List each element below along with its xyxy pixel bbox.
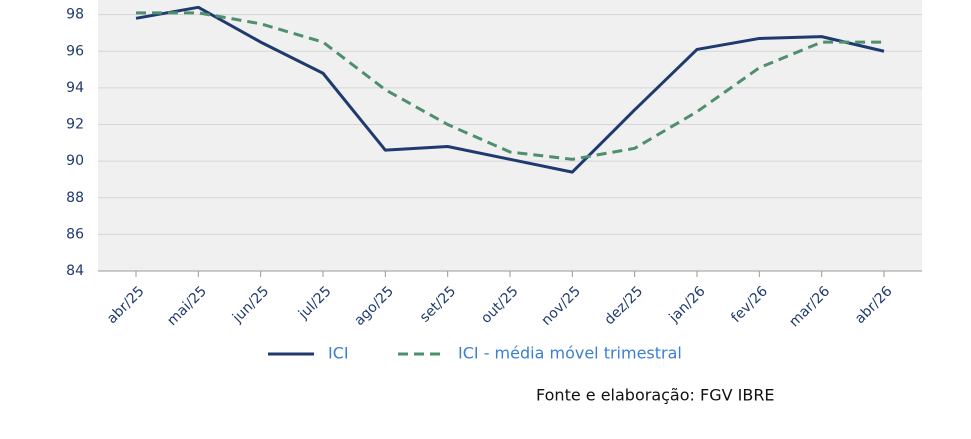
- x-tick-label: ago/25: [351, 283, 397, 329]
- series-line: [136, 11, 884, 161]
- y-tick-label: 94: [66, 80, 84, 96]
- x-tick-label: set/25: [417, 283, 459, 325]
- x-tick-label: fev/26: [728, 283, 771, 326]
- y-tick-label: 88: [66, 190, 84, 206]
- x-tick-label: jul/25: [295, 283, 335, 323]
- legend-label: ICI - média móvel trimestral: [458, 344, 682, 363]
- y-tick-label: 90: [66, 153, 84, 169]
- x-tick-label: jun/25: [229, 283, 272, 326]
- x-tick-label: dez/25: [601, 283, 646, 328]
- x-tick-label: mai/25: [164, 283, 210, 329]
- y-tick-label: 96: [66, 43, 84, 59]
- x-tick-label: abr/25: [104, 283, 148, 327]
- x-tick-label: nov/25: [539, 283, 584, 328]
- y-tick-label: 98: [66, 7, 84, 23]
- x-tick-label: out/25: [478, 283, 521, 326]
- legend-label: ICI: [328, 344, 349, 363]
- x-tick-label: jan/26: [666, 283, 709, 326]
- plot-area: [98, 0, 922, 271]
- y-tick-label: 86: [66, 226, 84, 242]
- x-tick-label: abr/26: [852, 283, 896, 327]
- y-tick-label: 92: [66, 117, 84, 133]
- source-note: Fonte e elaboração: FGV IBRE: [536, 386, 775, 405]
- x-tick-label: mar/26: [786, 283, 833, 330]
- series-line: [135, 5, 885, 174]
- y-tick-label: 84: [66, 263, 84, 279]
